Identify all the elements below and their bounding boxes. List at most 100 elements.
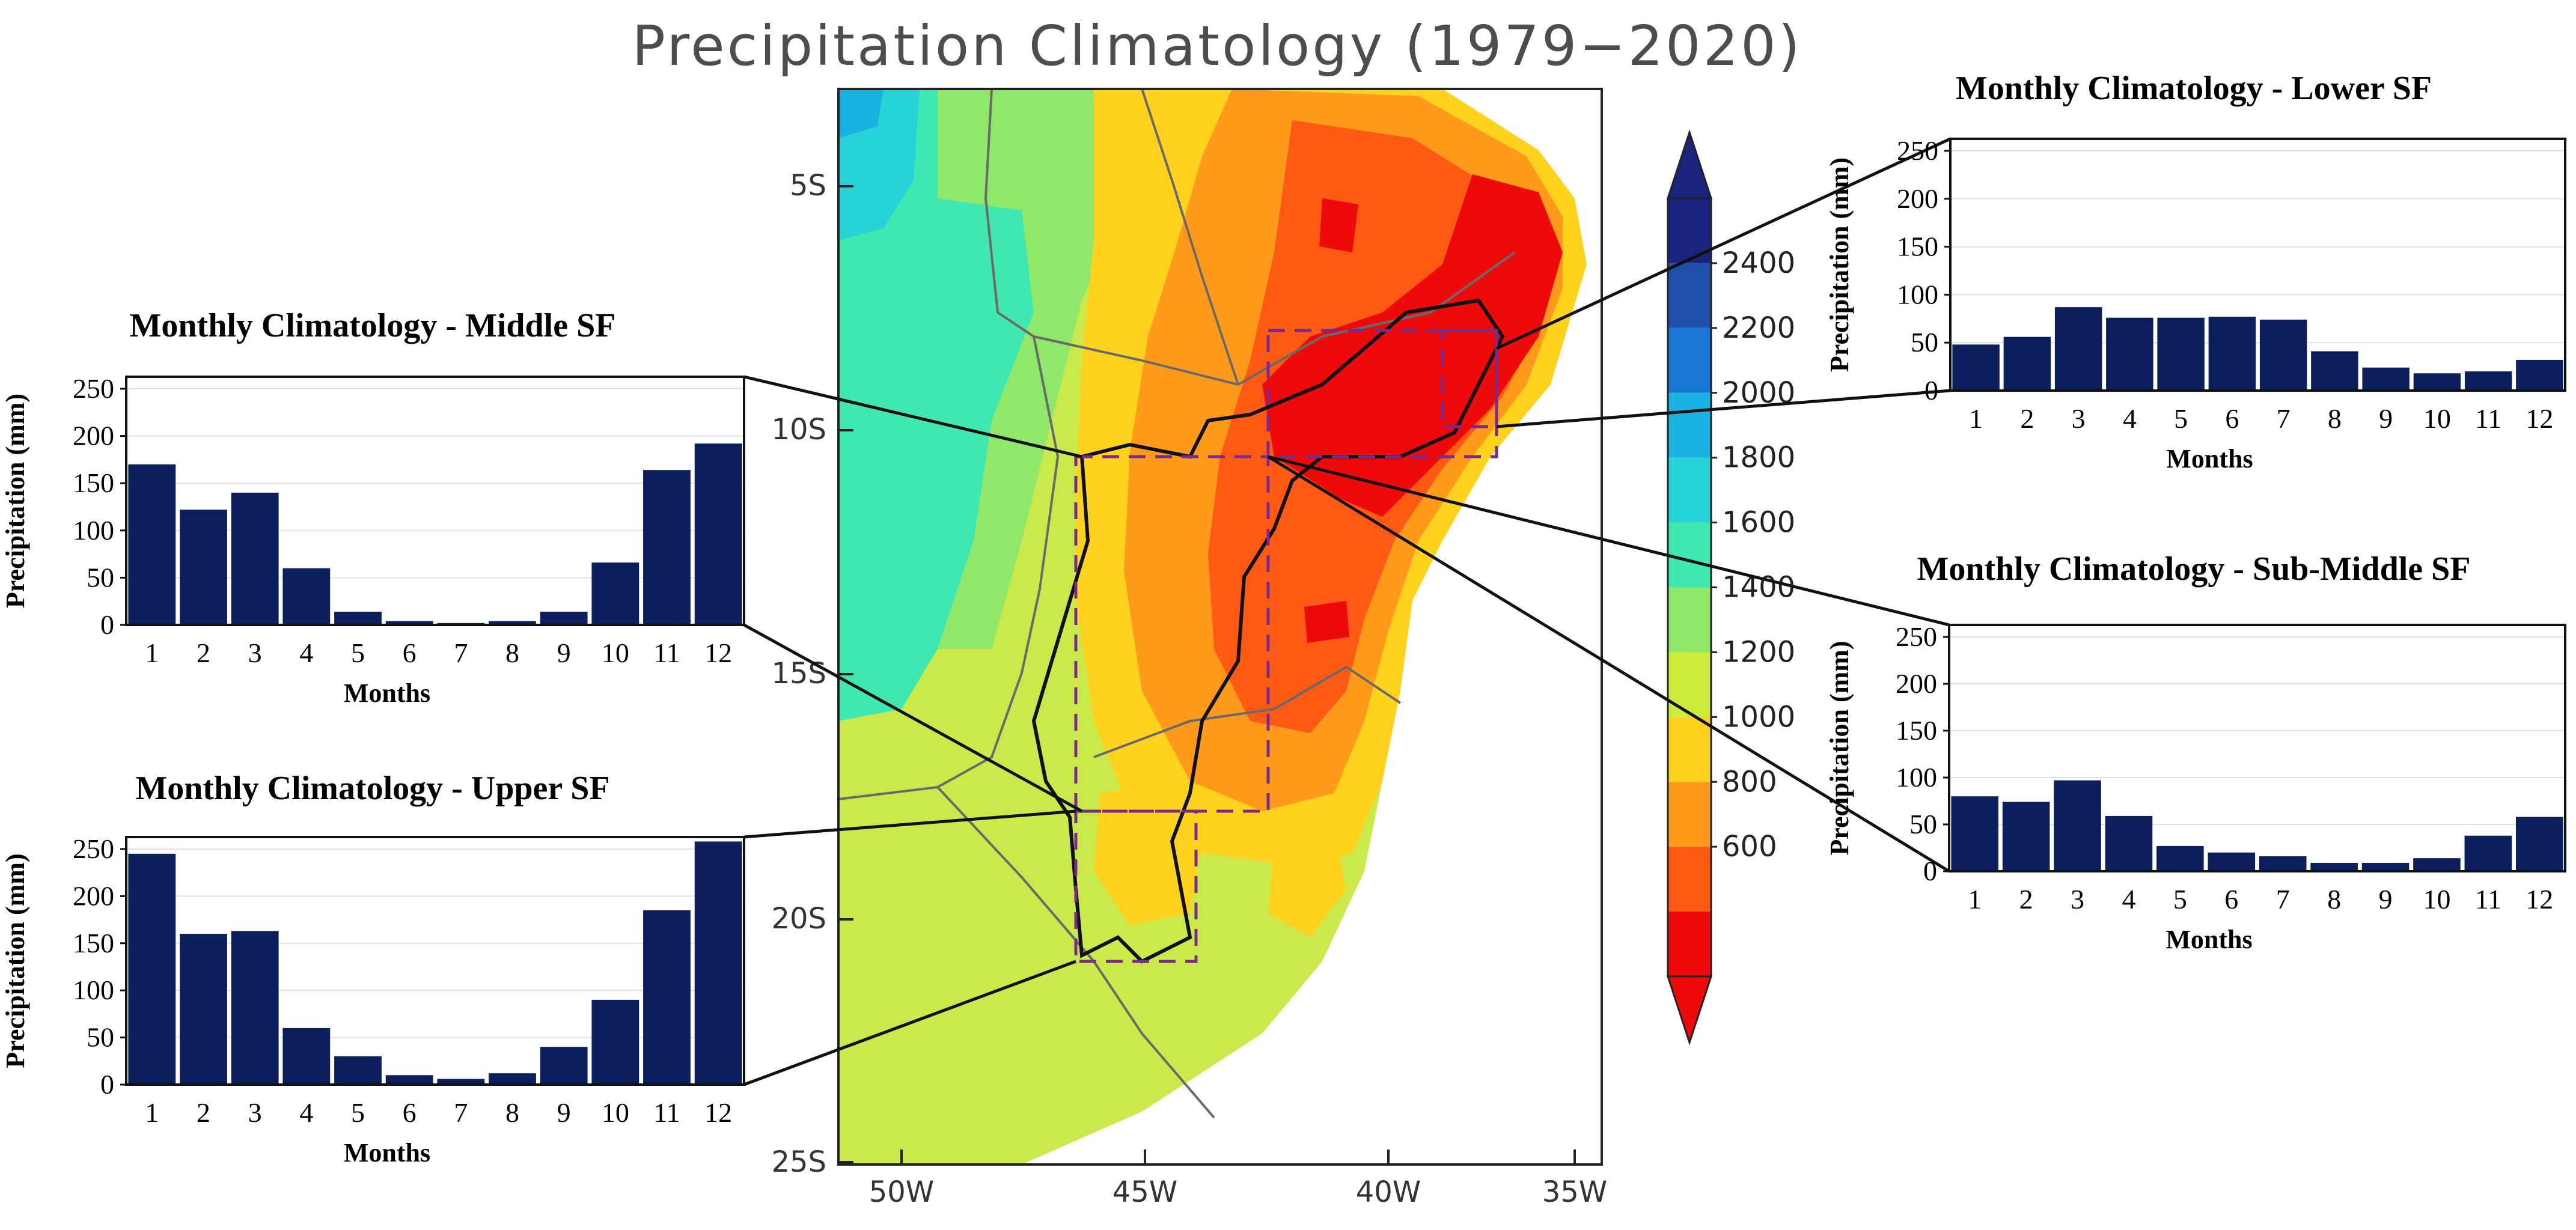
x-tick-label: 12: [2526, 403, 2553, 434]
x-tick-label: 1: [1968, 884, 1982, 915]
x-tick-label: 3: [248, 1097, 262, 1128]
bar: [591, 999, 639, 1085]
bar: [2361, 862, 2410, 871]
x-tick-label: 7: [2277, 403, 2291, 434]
bar: [180, 934, 227, 1085]
colorbar-top-arrow: [1666, 129, 1713, 199]
colorbar-label: 600: [1722, 830, 1777, 863]
bar: [643, 470, 691, 625]
chart-title: Monthly Climatology - Lower SF: [1956, 70, 2432, 107]
bar: [2464, 835, 2512, 871]
x-tick-label: 3: [2072, 403, 2086, 434]
y-tick-label: 150: [73, 467, 114, 498]
colorbar-label: 2200: [1722, 311, 1795, 345]
colorbar-segment: [1668, 912, 1711, 976]
y-tick-label: 0: [100, 1069, 114, 1100]
x-tick-label: 10: [2423, 884, 2450, 915]
plot-frame: [125, 836, 745, 1086]
y-tick-label: 250: [73, 373, 114, 404]
bar: [2310, 862, 2358, 871]
bar: [180, 510, 227, 625]
bar: [282, 568, 331, 625]
colorbar-label: 2400: [1722, 246, 1795, 280]
bar: [334, 1056, 382, 1085]
x-tick-label: 12: [704, 1097, 732, 1128]
bar: [128, 464, 176, 625]
y-axis-label: Precipitation (mm): [1, 853, 30, 1068]
x-tick-label: 9: [2379, 884, 2393, 915]
x-tick-label: 11: [653, 638, 680, 668]
colorbar-label: 800: [1722, 765, 1777, 799]
x-tick-label: 1: [145, 638, 159, 668]
plot-frame: [1948, 624, 2566, 872]
colorbar-label: 1400: [1722, 571, 1795, 604]
bar: [437, 1079, 485, 1085]
lat-axis: [838, 185, 853, 1163]
bar: [591, 562, 639, 625]
x-tick-label: 8: [505, 1097, 519, 1128]
x-tick-label: 2: [197, 638, 210, 668]
y-tick-label: 50: [1911, 327, 1938, 358]
x-tick-label: 5: [2173, 884, 2187, 915]
lat-label-10s: 10S: [771, 413, 826, 446]
bar: [231, 492, 279, 625]
bar: [2054, 307, 2102, 391]
x-tick-label: 4: [299, 1097, 313, 1128]
bar: [2413, 373, 2461, 391]
chart-upper-sf: Monthly Climatology - Upper SF1 2 3 4 5 6 7 8 9 1…: [1, 770, 745, 1168]
lon-axis: [900, 1149, 1576, 1165]
x-tick-label: 5: [351, 638, 365, 668]
x-tick-label: 5: [2174, 403, 2188, 434]
x-tick-label: 11: [2475, 403, 2501, 434]
lat-label-25s: 25S: [771, 1145, 826, 1179]
x-tick-label: 11: [2475, 884, 2501, 915]
bar: [489, 1073, 536, 1085]
lat-label-15s: 15S: [771, 657, 826, 690]
bar: [489, 621, 536, 625]
bar: [540, 611, 588, 625]
x-tick-label: 6: [2225, 403, 2239, 434]
colorbar-segment: [1668, 782, 1711, 847]
bar: [2208, 852, 2256, 871]
precipitation-map: 5S 10S 15S 20S 25S 50W 45W 40W 35W: [771, 88, 1608, 1209]
connector-lines: [743, 137, 1952, 1086]
x-tick-label: 10: [602, 1097, 629, 1128]
bar: [2105, 815, 2153, 871]
x-tick-label: 9: [557, 638, 571, 668]
bar: [2003, 336, 2051, 391]
bar: [2054, 780, 2101, 871]
x-tick-label: 11: [653, 1097, 680, 1128]
plot-frame: [1949, 138, 2566, 392]
y-tick-label: 250: [1896, 621, 1937, 652]
chart-middle-sf: Monthly Climatology - Middle SF1 2 3 4 5 6 7 8 9…: [1, 307, 745, 708]
x-tick-label: 5: [351, 1097, 365, 1128]
bar: [540, 1047, 588, 1085]
bar: [2413, 858, 2461, 871]
x-tick-label: 2: [2020, 403, 2034, 434]
x-tick-label: 8: [2327, 884, 2341, 915]
lon-label-35w: 35W: [1542, 1175, 1608, 1209]
bar: [2362, 367, 2410, 391]
y-axis-label: Precipitation (mm): [1, 394, 30, 608]
chart-title: Monthly Climatology - Sub-Middle SF: [1917, 550, 2471, 588]
bar: [2259, 856, 2307, 871]
x-axis-label: Months: [2165, 925, 2252, 954]
x-tick-label: 12: [704, 638, 732, 668]
x-axis-label: Months: [344, 678, 430, 708]
chart-title: Monthly Climatology - Upper SF: [135, 770, 609, 807]
y-tick-label: 150: [73, 928, 114, 958]
y-tick-label: 50: [87, 562, 114, 592]
y-tick-label: 250: [1897, 135, 1938, 166]
x-axis-label: Months: [2166, 444, 2253, 473]
colorbar-segment: [1668, 263, 1711, 328]
colorbar-segment: [1668, 327, 1711, 393]
x-tick-label: 8: [505, 638, 519, 668]
x-tick-label: 10: [2423, 403, 2451, 434]
colorbar-segment: [1668, 587, 1711, 653]
y-tick-label: 200: [1896, 668, 1937, 699]
x-axis-label: Months: [344, 1138, 430, 1168]
chart-lower-sf: Monthly Climatology - Lower SF1 2 3 4 5 6 7 8 9 1…: [1825, 70, 2566, 473]
x-tick-label: 4: [2123, 403, 2137, 434]
bar: [2516, 817, 2563, 871]
